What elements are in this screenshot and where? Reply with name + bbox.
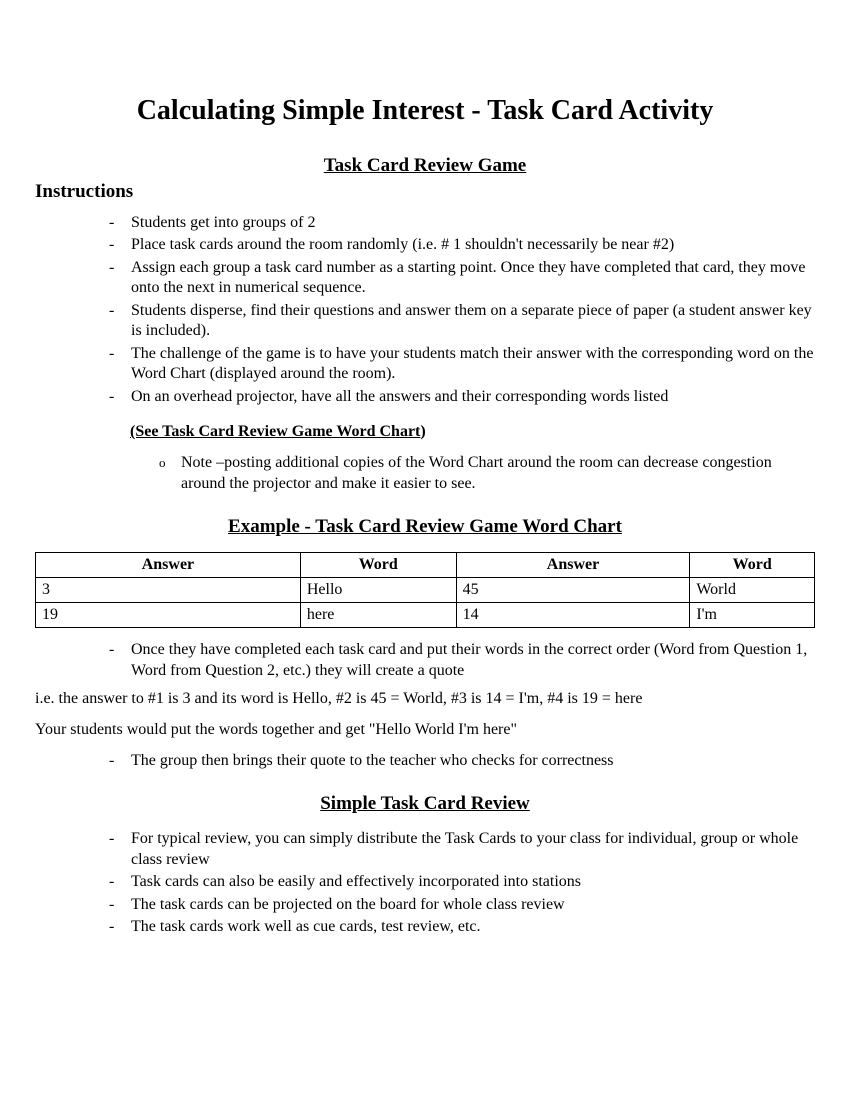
list-item: Assign each group a task card number as …: [103, 258, 815, 299]
list-item: Students get into groups of 2: [103, 213, 815, 233]
table-header: Answer: [456, 553, 690, 578]
list-item: Students disperse, find their questions …: [103, 301, 815, 342]
instructions-list: Students get into groups of 2 Place task…: [103, 213, 815, 407]
example-explanation-2: Your students would put the words togeth…: [35, 720, 815, 741]
table-cell: 19: [36, 603, 301, 628]
table-row: 3 Hello 45 World: [36, 578, 815, 603]
list-item: The group then brings their quote to the…: [103, 751, 815, 771]
list-item: On an overhead projector, have all the a…: [103, 387, 815, 407]
see-chart-note: (See Task Card Review Game Word Chart): [130, 423, 815, 441]
table-cell: here: [300, 603, 456, 628]
table-cell: World: [690, 578, 815, 603]
list-item: The task cards can be projected on the b…: [103, 895, 815, 915]
page-title: Calculating Simple Interest - Task Card …: [35, 95, 815, 127]
after-table-list: Once they have completed each task card …: [103, 640, 815, 681]
quote-check-list: The group then brings their quote to the…: [103, 751, 815, 771]
list-item: For typical review, you can simply distr…: [103, 829, 815, 870]
list-item: Once they have completed each task card …: [103, 640, 815, 681]
table-row: 19 here 14 I'm: [36, 603, 815, 628]
simple-review-list: For typical review, you can simply distr…: [103, 829, 815, 937]
table-cell: 14: [456, 603, 690, 628]
example-explanation-1: i.e. the answer to #1 is 3 and its word …: [35, 689, 815, 710]
table-cell: 45: [456, 578, 690, 603]
table-cell: Hello: [300, 578, 456, 603]
table-header: Word: [300, 553, 456, 578]
instructions-heading: Instructions: [35, 181, 815, 203]
list-item: Place task cards around the room randoml…: [103, 235, 815, 255]
note-list: Note –posting additional copies of the W…: [153, 453, 815, 494]
table-header: Word: [690, 553, 815, 578]
example-heading: Example - Task Card Review Game Word Cha…: [35, 516, 815, 538]
table-header-row: Answer Word Answer Word: [36, 553, 815, 578]
list-item: The task cards work well as cue cards, t…: [103, 917, 815, 937]
list-item: Task cards can also be easily and effect…: [103, 872, 815, 892]
table-header: Answer: [36, 553, 301, 578]
list-item: The challenge of the game is to have you…: [103, 344, 815, 385]
list-item: Note –posting additional copies of the W…: [153, 453, 815, 494]
table-cell: 3: [36, 578, 301, 603]
table-cell: I'm: [690, 603, 815, 628]
section-heading-review-game: Task Card Review Game: [35, 155, 815, 177]
word-chart-table: Answer Word Answer Word 3 Hello 45 World…: [35, 552, 815, 628]
section-heading-simple-review: Simple Task Card Review: [35, 793, 815, 815]
